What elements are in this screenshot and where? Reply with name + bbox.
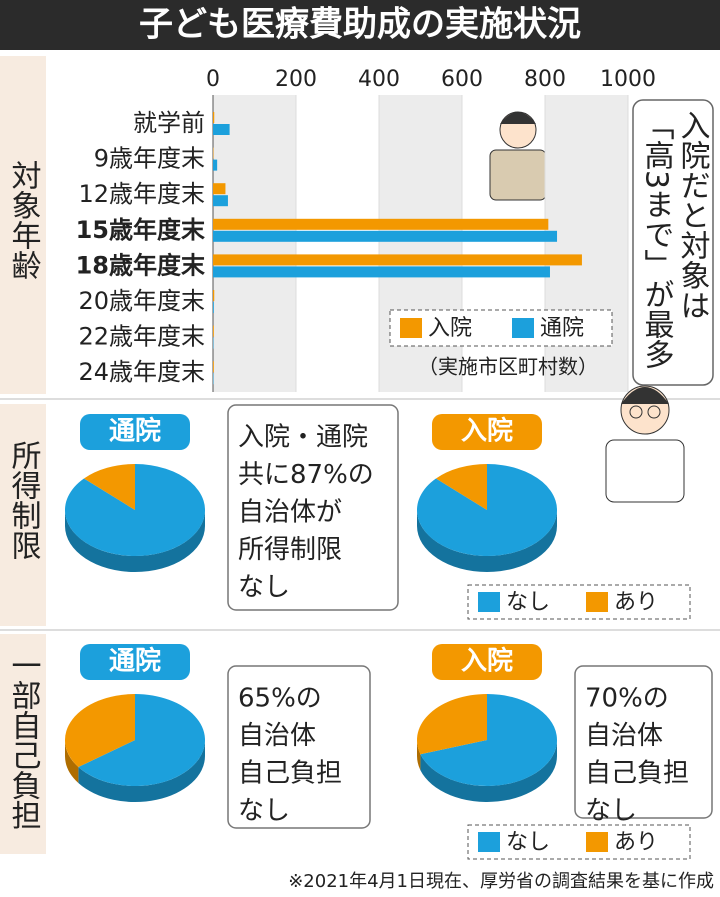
pie-slice (417, 694, 487, 755)
legend-box (467, 584, 691, 620)
note-box (227, 404, 399, 611)
y-tick-label: 就学前 (133, 109, 205, 137)
pie-title-pill (80, 414, 190, 450)
pie-title-pill (80, 644, 190, 680)
legend-label: 入院 (428, 316, 472, 341)
pie-side (65, 510, 205, 572)
x-tick-label: 0 (206, 67, 220, 92)
legend-swatch (400, 318, 422, 338)
note-text: 70%の (585, 684, 669, 714)
bar (213, 254, 582, 266)
section-strip (0, 634, 46, 854)
annotation: 入院だと対象は (675, 110, 711, 320)
title-banner (0, 0, 720, 50)
section-strip (0, 404, 46, 626)
x-tick-label: 200 (275, 67, 317, 92)
pie-slice (65, 694, 135, 768)
bar (213, 159, 218, 171)
legend-label: 通院 (540, 316, 584, 341)
pie-title: 入院 (461, 646, 513, 677)
bar (213, 266, 550, 278)
bar (213, 230, 558, 242)
section-strip (0, 56, 46, 394)
pie-title: 通院 (109, 416, 161, 447)
y-tick-label: 24歳年度末 (78, 358, 205, 386)
pie-title: 通院 (109, 646, 161, 677)
legend-swatch (586, 832, 608, 852)
pie-slice (64, 464, 206, 557)
bar (213, 124, 230, 135)
bar (213, 290, 215, 301)
bar (213, 218, 549, 230)
note-text: 65%の (238, 684, 322, 714)
pie-slice (420, 694, 557, 786)
note-text: 自治体 (585, 721, 663, 751)
grid-band (213, 95, 296, 392)
section-label: 対象年齢 (6, 160, 42, 280)
legend-swatch (478, 592, 500, 612)
legend-box (389, 309, 613, 347)
annotation: 「高3まで」が最多 (639, 110, 675, 369)
grid-band (545, 95, 628, 392)
bar (213, 361, 214, 373)
pie-title: 入院 (461, 416, 513, 447)
pie-side (65, 740, 79, 784)
speech-bubble (632, 99, 714, 386)
unit-label: （実施市区町村数） (418, 355, 598, 379)
y-tick-label: 22歳年度末 (78, 323, 205, 351)
note-text: なし (238, 796, 290, 826)
legend-label: あり (614, 590, 658, 615)
footer: ※2021年4月1日現在、厚労省の調査結果を基に作成 (288, 871, 714, 892)
x-tick-label: 600 (441, 67, 483, 92)
legend-swatch (478, 832, 500, 852)
pie-side (417, 740, 421, 771)
note-text: 自己負担 (585, 759, 689, 789)
pie-side (417, 510, 557, 572)
note-text: 入院・通院 (238, 423, 368, 453)
bar (213, 195, 228, 207)
note-box (574, 665, 713, 819)
x-tick-label: 400 (358, 67, 400, 92)
note-text: なし (238, 573, 290, 603)
section-label: 所得制限 (6, 440, 42, 560)
y-tick-label: 15歳年度末 (76, 216, 206, 244)
pie-slice (416, 464, 557, 557)
pie-title-pill (432, 644, 542, 680)
y-tick-label: 9歳年度末 (94, 145, 205, 173)
note-text: 自己負担 (238, 759, 342, 789)
pie-slice (435, 464, 487, 510)
pie-slice (83, 464, 135, 510)
x-tick-label: 800 (524, 67, 566, 92)
y-tick-label: 18歳年度末 (76, 251, 206, 279)
note-box (227, 665, 371, 829)
note-text: 自治体 (238, 721, 316, 751)
note-text: 所得制限 (238, 535, 342, 565)
y-tick-label: 12歳年度末 (78, 180, 205, 208)
bar (213, 302, 214, 313)
legend-box (467, 824, 691, 860)
pie-slice (78, 694, 206, 787)
title: 子ども医療費助成の実施状況 (139, 5, 581, 45)
bar (213, 183, 226, 195)
legend-label: なし (506, 830, 550, 855)
grid-band (379, 95, 462, 392)
pie-side (78, 740, 206, 802)
pie-side (420, 740, 557, 802)
pie-title-pill (432, 414, 542, 450)
legend-swatch (586, 592, 608, 612)
bar (213, 325, 214, 337)
note-text: 自治体が (238, 498, 342, 528)
y-tick-label: 20歳年度末 (78, 287, 205, 315)
section-label: 一部自己負担 (6, 650, 41, 830)
legend-label: あり (614, 830, 658, 855)
note-text: なし (585, 796, 637, 826)
note-text: 共に87%の (238, 460, 374, 490)
x-tick-label: 1000 (600, 67, 656, 92)
legend-swatch (512, 318, 534, 338)
legend-label: なし (506, 590, 550, 615)
bar (213, 112, 215, 123)
